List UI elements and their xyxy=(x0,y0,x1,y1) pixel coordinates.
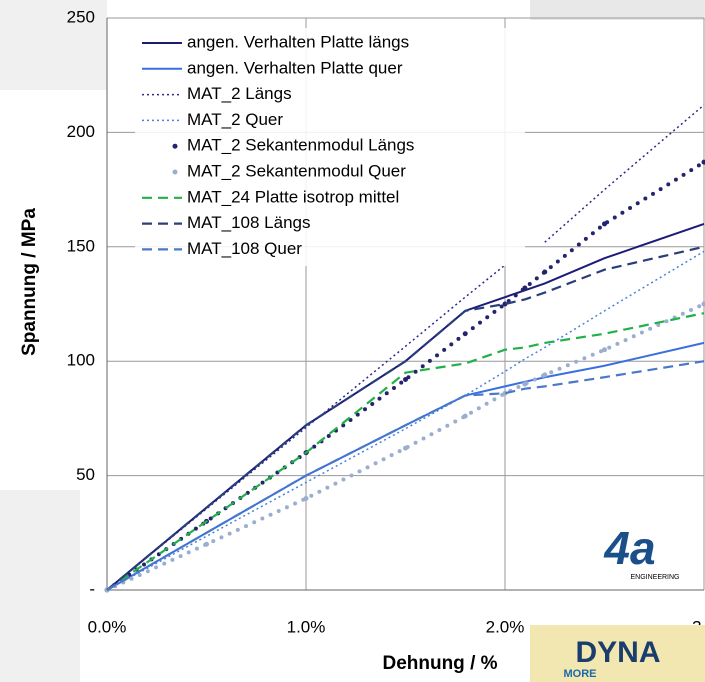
legend-swatch xyxy=(172,169,178,175)
series-line xyxy=(106,341,705,591)
background-patch xyxy=(0,0,107,90)
y-tick-label: - xyxy=(89,579,95,598)
series-line xyxy=(106,312,705,591)
legend-label: MAT_108 Quer xyxy=(187,239,302,258)
logo-dyna: DYNA xyxy=(575,636,660,669)
legend-label: angen. Verhalten Platte längs xyxy=(187,32,409,51)
series-line xyxy=(106,250,705,591)
series-line xyxy=(106,104,705,591)
logo-background xyxy=(530,625,705,682)
logo-4a: 4a ENGINEERING xyxy=(603,522,679,581)
logo-mark: 4a xyxy=(603,522,655,574)
legend-label: MAT_2 Längs xyxy=(187,84,292,103)
y-tick-label: 50 xyxy=(76,465,95,484)
y-tick-label: 200 xyxy=(67,122,95,141)
background-patch xyxy=(0,490,80,682)
legend-label: MAT_2 Sekantenmodul Längs xyxy=(187,136,414,155)
x-tick-label: 2.0% xyxy=(486,617,525,636)
legend-label: MAT_108 Längs xyxy=(187,213,310,232)
legend: angen. Verhalten Platte längs angen. Verh… xyxy=(135,28,525,266)
logo-more: MORE xyxy=(564,668,597,680)
legend-label: MAT_24 Platte isotrop mittel xyxy=(187,187,399,206)
data-point xyxy=(701,301,705,307)
data-point xyxy=(602,347,607,353)
y-tick-label: 150 xyxy=(67,236,95,255)
logo-text: ENGINEERING xyxy=(630,574,679,581)
y-tick-label: 250 xyxy=(67,7,95,26)
series-dots xyxy=(105,302,705,592)
series-line xyxy=(106,245,705,591)
data-point xyxy=(701,159,705,165)
series-line xyxy=(106,360,705,591)
legend-swatch xyxy=(172,143,178,149)
legend-label: MAT_2 Quer xyxy=(187,110,283,129)
background-patch xyxy=(530,0,705,20)
x-axis-label: Dehnung / % xyxy=(382,653,497,674)
y-axis-label: Spannung / MPa xyxy=(19,208,40,356)
legend-label: angen. Verhalten Platte quer xyxy=(187,58,403,77)
legend-background xyxy=(135,28,525,266)
x-tick-label: 0.0% xyxy=(88,617,127,636)
y-tick-label: 100 xyxy=(67,351,95,370)
x-tick-label: 1.0% xyxy=(287,617,326,636)
legend-label: MAT_2 Sekantenmodul Quer xyxy=(187,161,406,180)
